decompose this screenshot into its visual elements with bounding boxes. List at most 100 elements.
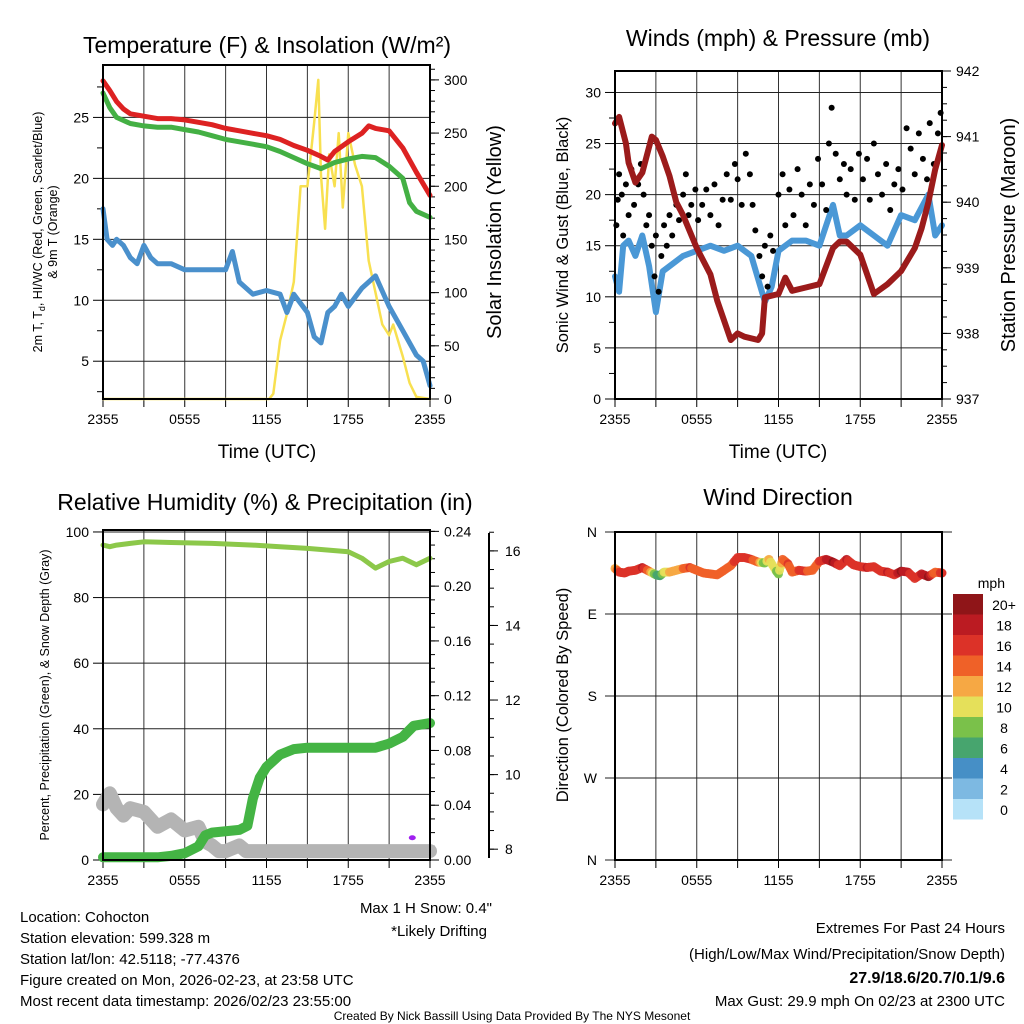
gust-point [682,171,689,178]
gust-point [891,181,898,188]
y-left-tick-label: 0 [593,391,601,407]
y-right-tick-label: 50 [444,338,460,354]
y-left-tick-label: 25 [585,136,601,152]
gust-point [618,191,625,198]
gust-point [676,217,683,224]
gust-point [874,171,881,178]
x-tick-label: 2355 [599,411,630,427]
x-tick-label: 2355 [926,411,957,427]
gust-point [924,176,931,183]
y-left-tick-label: 5 [81,353,89,369]
latlon-text: Station lat/lon: 42.5118; -77.4376 [20,951,240,968]
gust-point [703,186,710,193]
y-right-tick-label: 250 [444,125,468,141]
gust-point [669,232,676,239]
gust-point [646,212,653,219]
x-tick-label: 2355 [87,872,118,888]
plot-frame [102,64,431,400]
x-tick-label: 1755 [845,411,876,427]
y-right-tick-label: 0 [444,391,452,407]
gust-point [855,150,862,157]
y-right-tick-label: 0.08 [444,742,471,758]
y-right-tick-label: 937 [956,391,980,407]
gust-point [899,186,906,193]
y-left-tick-label: 80 [73,590,89,606]
plot-frame [614,70,943,400]
wind-title: Winds (mph) & Pressure (mb) [626,25,930,51]
gust-point [810,201,817,208]
temperature-panel: Temperature (F) & Insolation (W/m²) Time… [31,32,506,463]
gust-point [836,176,843,183]
humidity-panel: Relative Humidity (%) & Precipitation (i… [38,489,521,940]
humidity-title: Relative Humidity (%) & Precipitation (i… [57,489,472,515]
wind-ylabel-right: Station Pressure (Maroon) [998,118,1020,353]
y-right-tick-label: 200 [444,178,468,194]
gust-point [663,242,670,249]
y-left-tick-label: 0 [81,852,89,868]
snow-depth-line [96,786,437,859]
pressure-line [612,113,945,343]
x-tick-label: 1755 [845,872,876,888]
gust-point [828,104,835,111]
gust-point [742,150,749,157]
gust-point [738,201,745,208]
y-right-tick-label: 0.16 [444,633,471,649]
legend-label: 14 [996,659,1012,675]
y-left-tick-label: 15 [585,238,601,254]
credit-text: Created By Nick Bassill Using Data Provi… [334,1009,691,1023]
y-left-tick-label: 20 [73,786,89,802]
direction-title: Wind Direction [703,484,853,510]
y-right-tick-label: 0.12 [444,688,471,704]
legend-swatch [953,614,983,635]
wind-panel: Winds (mph) & Pressure (mb) Time (UTC) S… [554,25,1020,463]
legend-swatch [953,717,983,738]
x-tick-label: 1755 [333,872,364,888]
gust-point [752,227,759,234]
extremes-info: Extremes For Past 24 Hours (High/Low/Max… [689,920,1005,1010]
gust-point [631,201,638,208]
gust-point [688,201,695,208]
gust-point [926,120,933,127]
max-snow-annotation: Max 1 H Snow: 0.4" [360,900,492,917]
gust-point [870,140,877,147]
plot-frame [614,531,943,861]
gust-point [825,140,832,147]
y-right-tick-label: 8 [505,841,513,857]
x-tick-label: 0555 [681,411,712,427]
x-tick-label: 0555 [169,411,200,427]
gust-point [907,145,914,152]
y-right-tick-label: 0.00 [444,852,471,868]
gust-point [883,160,890,167]
gust-point [666,212,673,219]
gust-point [782,222,789,229]
legend-swatch [953,594,983,615]
legend-label: 20+ [992,597,1016,613]
legend-title: mph [978,575,1005,591]
gust-point [620,232,627,239]
x-tick-label: 1155 [763,872,793,888]
relative-humidity-line [100,539,433,571]
heat-index-windchill-line [100,90,433,220]
legend-label: 16 [996,638,1012,654]
legend-swatch [953,676,983,697]
extremes-title: Extremes For Past 24 Hours [816,920,1005,937]
max-gust-text: Max Gust: 29.9 mph On 02/23 at 2300 UTC [715,993,1005,1010]
y-left-tick-label: 20 [585,187,601,203]
dewpoint-line [100,206,433,389]
gust-point [661,222,668,229]
gust-point [879,191,886,198]
y-right-tick-label: 938 [956,325,980,341]
gust-point [731,160,738,167]
gust-point [723,171,730,178]
gust-point [851,196,858,203]
gust-point [786,186,793,193]
direction-tick-label: S [588,688,597,704]
legend-label: 8 [1000,720,1008,736]
y-right-tick-label: 0.04 [444,797,471,813]
location-text: Location: Cohocton [20,909,149,926]
legend-swatch [953,635,983,656]
gust-point [734,176,741,183]
gust-point [915,130,922,137]
gust-point [614,196,621,203]
gust-point [840,160,847,167]
